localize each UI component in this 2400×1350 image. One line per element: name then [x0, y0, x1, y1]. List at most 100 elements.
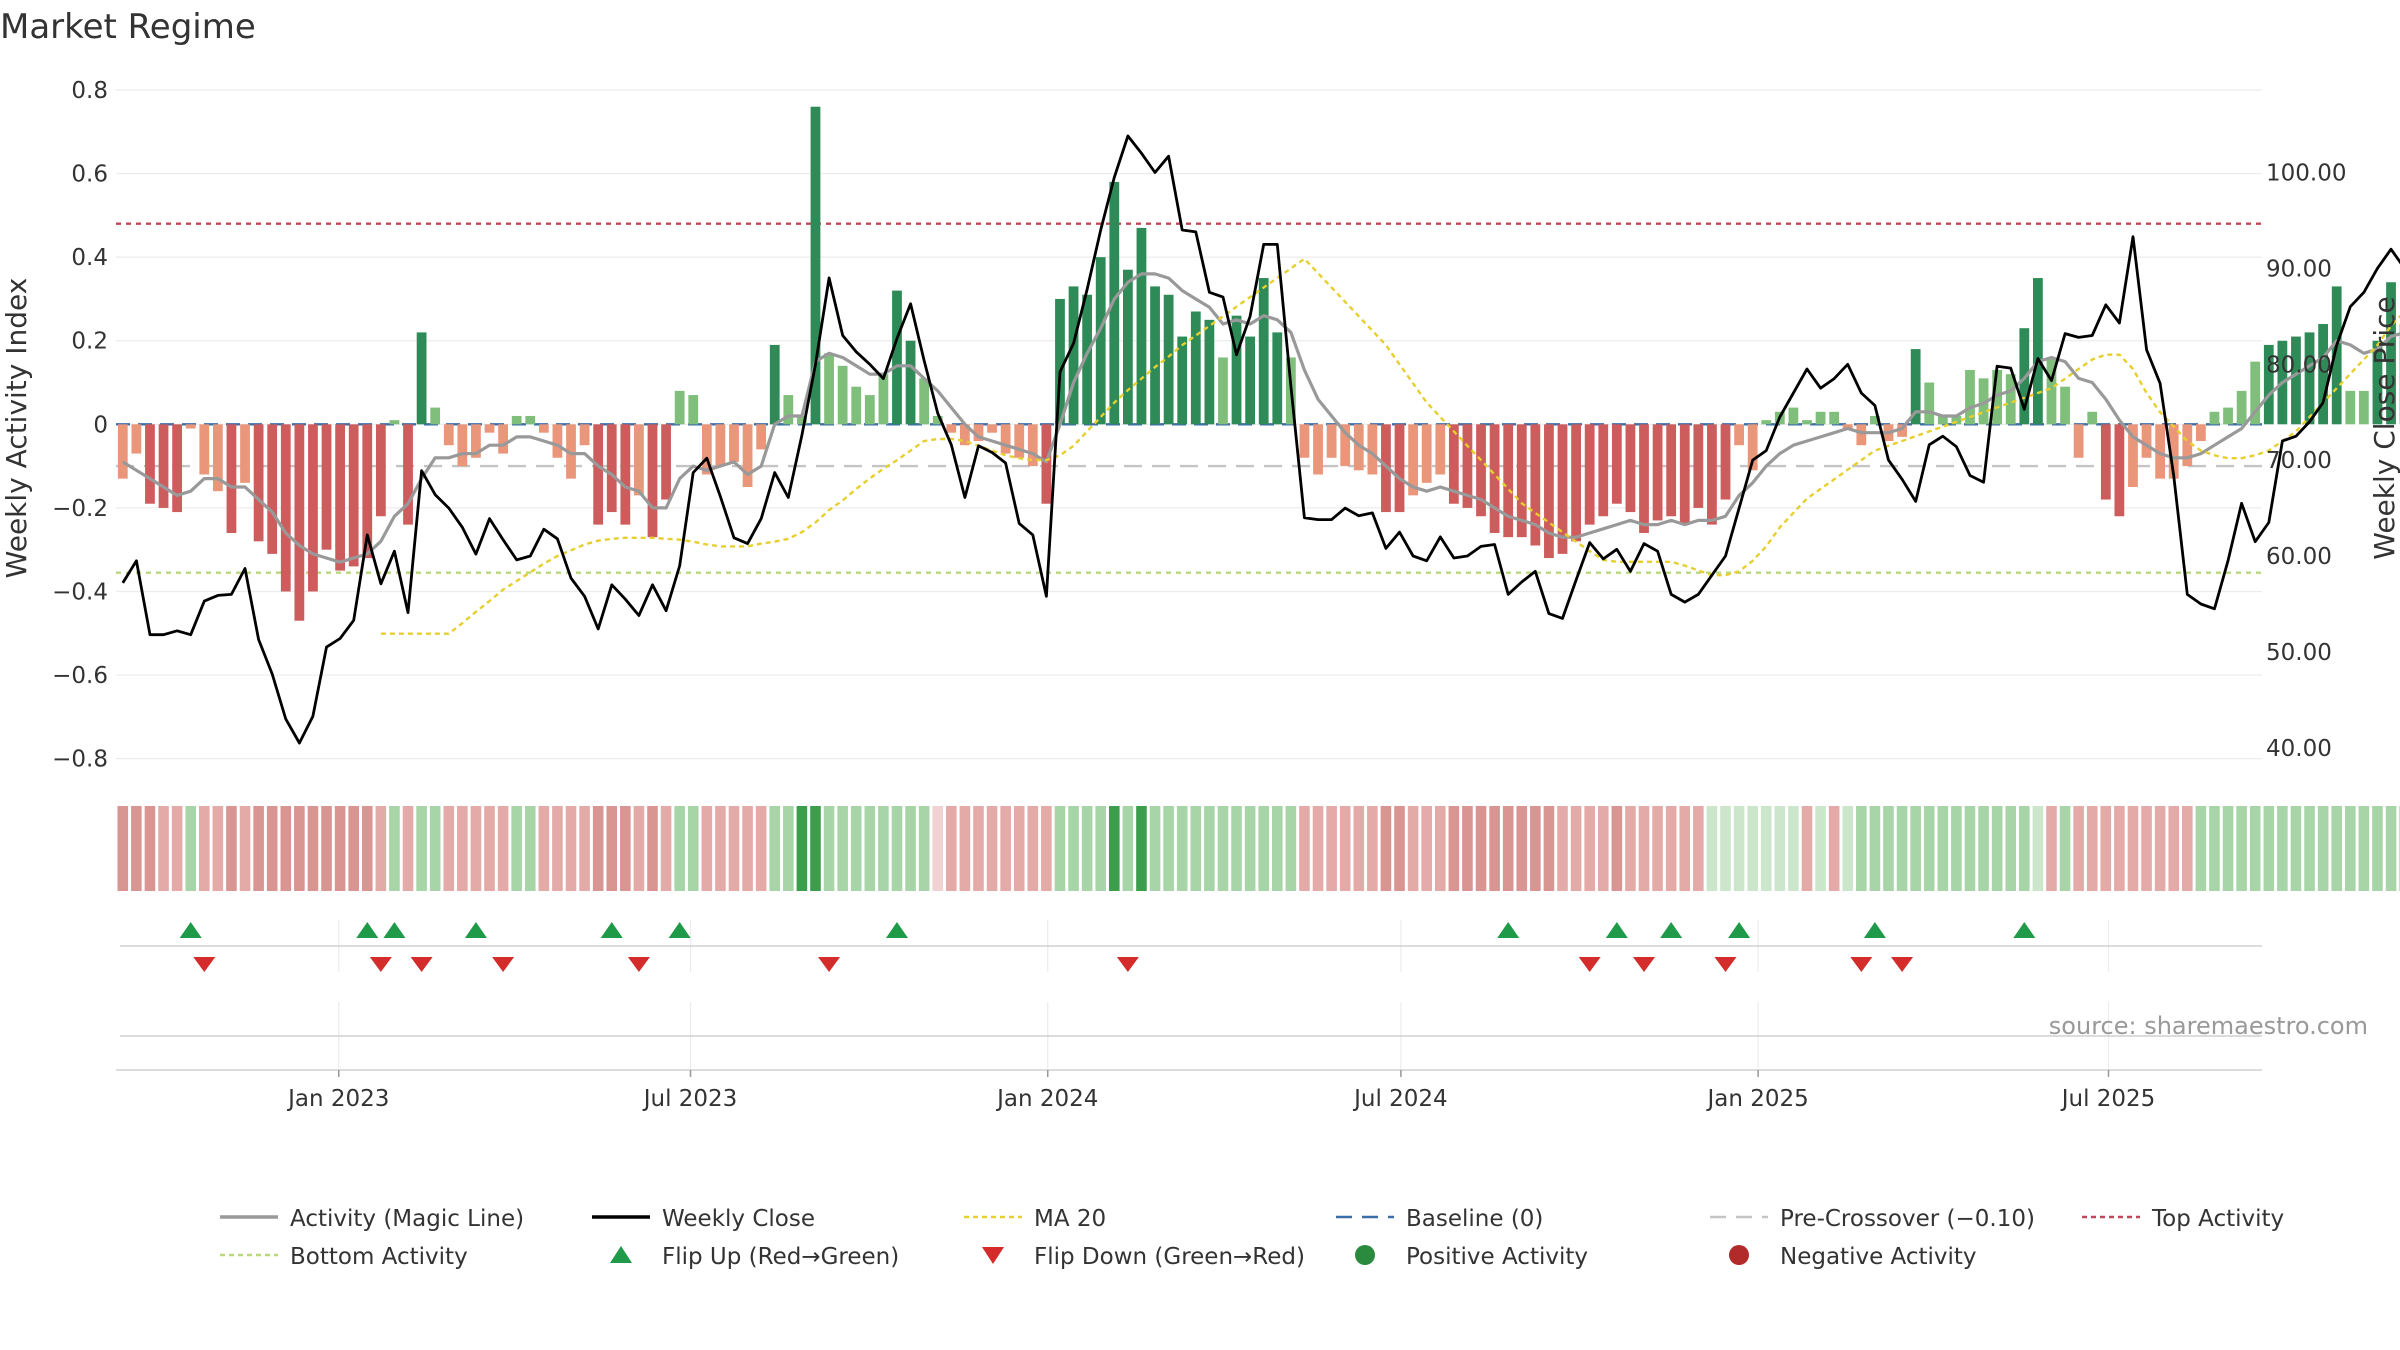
flip-down-marker: [410, 957, 433, 972]
left-tick-label: −0.8: [52, 747, 108, 773]
state-strip-segment: [674, 806, 685, 891]
state-strip-segment: [905, 806, 916, 891]
activity-bar: [1299, 424, 1310, 458]
activity-bar: [403, 424, 413, 525]
flip-down-marker: [369, 957, 392, 972]
state-strip-segment: [2236, 806, 2247, 891]
activity-bar: [212, 424, 223, 492]
activity-bar: [1666, 424, 1677, 517]
activity-bar: [1109, 181, 1120, 425]
state-strip-segment: [973, 806, 984, 891]
flip-down-marker: [492, 957, 515, 972]
x-tick-label: Jan 2023: [286, 1086, 389, 1112]
activity-bar: [511, 415, 522, 425]
activity-bar: [172, 424, 183, 513]
activity-bar: [498, 424, 508, 454]
state-strip-segment: [1326, 806, 1337, 891]
state-strip-segment: [117, 806, 129, 891]
activity-bar: [1313, 424, 1323, 475]
state-strip-segment: [769, 806, 781, 891]
state-strip-segment: [1570, 806, 1582, 891]
activity-bar: [932, 415, 943, 425]
state-strip-segment: [2249, 806, 2261, 891]
flip-down-marker: [1633, 957, 1656, 972]
x-axis-ticks: Jan 2023 Jul 2023 Jan 2024 Jul 2024 Jan 2025…: [286, 1070, 2155, 1112]
state-strip-segment: [1054, 806, 1066, 891]
legend-label: Negative Activity: [1780, 1244, 1977, 1270]
state-strip-segment: [2086, 806, 2098, 891]
x-tick-label: Jan 2025: [1705, 1086, 1808, 1112]
state-strip-segment: [2005, 806, 2017, 891]
activity-bar: [348, 424, 359, 567]
activity-bar: [1503, 424, 1514, 538]
state-strip-segment: [1706, 806, 1718, 891]
activity-bar: [1788, 407, 1799, 425]
left-tick-label: 0.2: [71, 329, 108, 355]
activity-bars: [117, 106, 2400, 621]
activity-bar: [253, 424, 264, 542]
activity-bar: [2100, 424, 2111, 500]
state-strip-segment: [212, 806, 224, 891]
activity-bar: [2386, 282, 2396, 425]
flip-up-marker: [2013, 922, 2036, 938]
state-strip-segment: [1896, 806, 1908, 891]
state-strip-segment: [959, 806, 971, 891]
legend-item: MA 20: [964, 1206, 1106, 1232]
activity-bar: [606, 424, 617, 513]
state-strip-segment: [1231, 806, 1242, 891]
state-strip-segment: [2304, 806, 2315, 891]
state-strip-segment: [932, 806, 944, 891]
source-note: source: sharemaestro.com: [2049, 1012, 2368, 1040]
activity-bar: [1163, 294, 1174, 425]
state-strip-segment: [1299, 806, 1310, 891]
activity-bar: [1136, 227, 1147, 425]
activity-bar: [1584, 424, 1595, 525]
state-strip-segment: [1475, 806, 1487, 891]
state-strip-segment: [1774, 806, 1786, 891]
activity-bar: [1448, 424, 1459, 504]
state-strip-segment: [891, 806, 903, 891]
flip-up-marker: [600, 922, 623, 938]
state-strip-segment: [1937, 806, 1949, 891]
legend-label: Flip Up (Red→Green): [662, 1244, 899, 1270]
state-strip-segment: [2222, 806, 2234, 891]
state-strip-segment: [986, 806, 998, 891]
state-strip-segment: [2127, 806, 2139, 891]
activity-bar: [1937, 415, 1948, 425]
activity-bar: [1408, 424, 1418, 496]
activity-bar: [389, 420, 400, 425]
state-strip-segment: [1991, 806, 2003, 891]
state-strip-segment: [226, 806, 237, 891]
activity-bar: [1951, 415, 1962, 425]
flip-down-marker: [1850, 957, 1873, 972]
legend-item: Flip Down (Green→Red): [982, 1244, 1305, 1270]
state-strip-segment: [1788, 806, 1799, 891]
state-strip-segment: [348, 806, 359, 891]
legend-swatch: [982, 1247, 1004, 1264]
state-strip-segment: [484, 806, 495, 891]
legend-label: Activity (Magic Line): [290, 1206, 524, 1232]
state-strip-segment: [1543, 806, 1555, 891]
state-strip-segment: [2182, 806, 2193, 891]
state-strip-segment: [850, 806, 862, 891]
state-strip-segment: [429, 806, 441, 891]
state-strip-segment: [1693, 806, 1704, 891]
legend-item: Positive Activity: [1355, 1244, 1588, 1270]
activity-bar: [1489, 424, 1500, 533]
activity-bar: [1544, 424, 1554, 559]
activity-bar: [1639, 424, 1649, 533]
activity-bar: [960, 424, 970, 446]
activity-bar: [416, 332, 427, 425]
state-strip-segment: [701, 806, 713, 891]
activity-bar: [1897, 424, 1907, 437]
activity-bar: [579, 424, 590, 446]
state-strip-segment: [552, 806, 563, 891]
state-strip-segment: [2344, 806, 2356, 891]
activity-bar: [1598, 424, 1609, 517]
state-strip-segment: [538, 806, 550, 891]
state-strip-segment: [1638, 806, 1650, 891]
state-strip-segment: [1584, 806, 1595, 891]
right-tick-label: 40.00: [2266, 736, 2332, 762]
activity-bar: [1190, 311, 1201, 425]
state-strip-segment: [1271, 806, 1283, 891]
